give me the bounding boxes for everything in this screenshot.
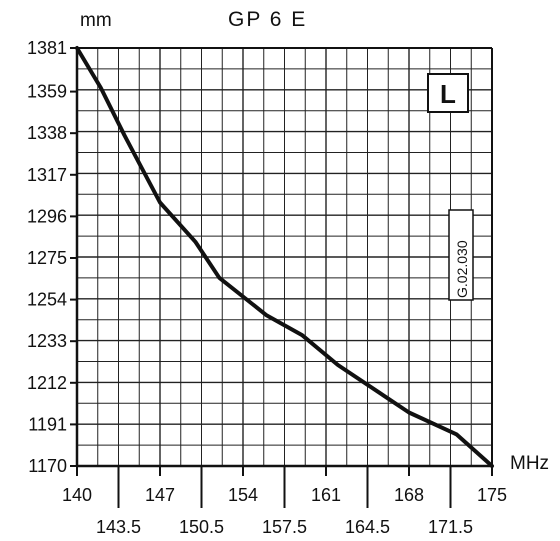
badge-letter: L <box>440 79 456 109</box>
y-tick-label: 1212 <box>27 373 67 393</box>
tick-labels: 1381 1359 1338 1317 1296 1275 1254 1233 1212 1191… <box>27 38 507 537</box>
x-tick-label-lower: 150.5 <box>179 517 224 537</box>
x-tick-label: 154 <box>228 485 258 505</box>
y-tick-label: 1296 <box>27 206 67 226</box>
x-tick-label: 168 <box>394 485 424 505</box>
y-axis-unit: mm <box>80 10 112 31</box>
x-tick-label: 140 <box>62 485 92 505</box>
series-line <box>75 46 494 468</box>
y-tick-label: 1233 <box>27 331 67 351</box>
y-tick-label: 1191 <box>28 414 67 434</box>
x-tick-label-lower: 157.5 <box>262 517 307 537</box>
x-tick-label: 147 <box>145 485 175 505</box>
badge: L <box>427 73 469 113</box>
x-axis-unit: MHz <box>510 453 549 474</box>
y-tick-label: 1338 <box>27 123 67 143</box>
x-tick-label-lower: 143.5 <box>96 517 141 537</box>
y-tick-label: 1359 <box>27 82 67 102</box>
chart-title: GP 6 E <box>228 8 307 31</box>
x-tick-label-lower: 171.5 <box>428 517 473 537</box>
grid <box>76 47 493 467</box>
y-tick-label: 1275 <box>27 248 67 268</box>
chart-code: G.02.030 <box>454 240 470 298</box>
x-tick-label: 175 <box>477 485 507 505</box>
x-tick-label-lower: 164.5 <box>345 517 390 537</box>
x-tick-label: 161 <box>311 485 341 505</box>
y-tick-label: 1170 <box>28 456 67 476</box>
y-tick-label: 1381 <box>27 38 67 58</box>
y-tick-label: 1254 <box>27 290 67 310</box>
code-box: G.02.030 <box>448 209 474 301</box>
y-tick-label: 1317 <box>27 165 67 185</box>
